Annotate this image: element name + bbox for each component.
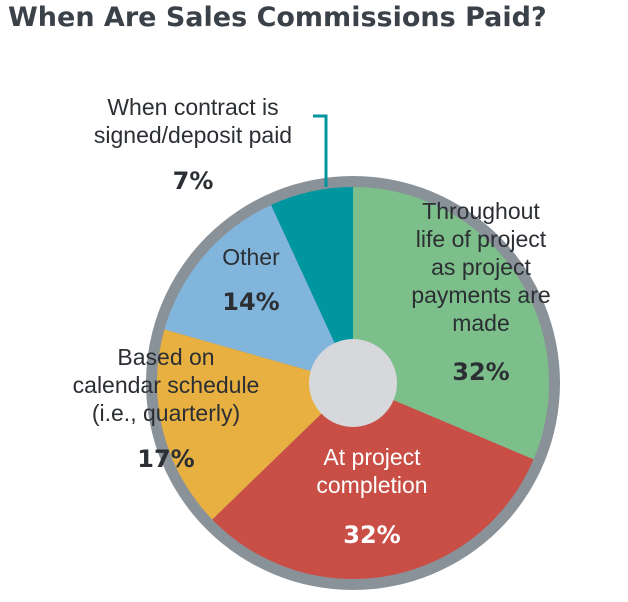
label-calendar-schedule-line: (i.e., quarterly) bbox=[92, 400, 240, 426]
value-at-completion: 32% bbox=[343, 521, 400, 549]
label-throughout-project-line: payments are bbox=[411, 282, 550, 308]
label-at-completion-line: completion bbox=[316, 472, 427, 498]
label-calendar-schedule-line: Based on bbox=[117, 344, 214, 370]
value-contract-signed: 7% bbox=[173, 167, 214, 195]
value-throughout-project: 32% bbox=[452, 358, 509, 386]
label-throughout-project-line: made bbox=[452, 310, 510, 336]
label-calendar-schedule: Based on calendar schedule (i.e., quarterl… bbox=[73, 344, 260, 426]
label-calendar-schedule-line: calendar schedule bbox=[73, 372, 260, 398]
label-other: Other bbox=[222, 244, 280, 270]
chart-title: When Are Sales Commissions Paid? bbox=[8, 2, 547, 33]
label-throughout-project-line: as project bbox=[431, 254, 531, 280]
label-at-completion-line: At project bbox=[323, 444, 421, 470]
callout-line bbox=[313, 114, 328, 187]
label-throughout-project-line: life of project bbox=[416, 226, 547, 252]
label-contract-signed-line: signed/deposit paid bbox=[94, 122, 292, 148]
slice-at-completion bbox=[212, 383, 534, 580]
label-contract-signed: When contract is signed/deposit paid bbox=[94, 94, 292, 148]
slice-calendar-schedule bbox=[156, 329, 353, 520]
value-other: 14% bbox=[222, 288, 279, 316]
label-throughout-project: Throughout life of project as project payme… bbox=[411, 198, 550, 336]
slice-contract-signed bbox=[271, 187, 353, 383]
slice-throughout-project bbox=[353, 187, 550, 460]
value-calendar-schedule: 17% bbox=[137, 445, 194, 473]
label-contract-signed-line: When contract is bbox=[107, 94, 278, 120]
pie-center-hole bbox=[309, 339, 397, 427]
label-other-line: Other bbox=[222, 244, 280, 270]
slice-other bbox=[164, 204, 353, 383]
label-throughout-project-line: Throughout bbox=[422, 198, 540, 224]
label-at-completion: At project completion bbox=[316, 444, 427, 498]
